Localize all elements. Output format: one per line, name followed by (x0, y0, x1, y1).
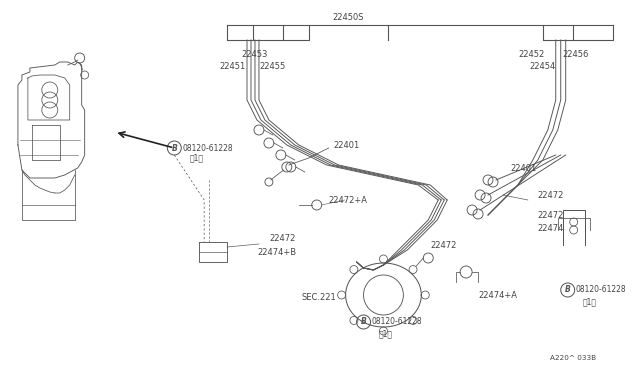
Text: SEC.221: SEC.221 (302, 294, 337, 302)
Text: 22474+A: 22474+A (478, 291, 517, 299)
Text: 08120-61228: 08120-61228 (575, 285, 627, 295)
Text: B: B (172, 144, 177, 153)
Text: 22472: 22472 (538, 190, 564, 199)
Text: 22474+B: 22474+B (257, 247, 296, 257)
Text: 22472+A: 22472+A (329, 196, 367, 205)
Text: 22456: 22456 (563, 49, 589, 58)
Text: 22451: 22451 (219, 61, 245, 71)
Text: 22454: 22454 (530, 61, 556, 71)
Text: 08120-61228: 08120-61228 (371, 317, 422, 327)
Text: B: B (360, 317, 367, 327)
Text: （1）: （1） (189, 154, 204, 163)
Text: 22453: 22453 (241, 49, 268, 58)
Text: （1）: （1） (582, 298, 596, 307)
Text: （1）: （1） (378, 330, 392, 339)
Text: 22472: 22472 (269, 234, 295, 243)
Text: B: B (564, 285, 571, 295)
Text: 22450S: 22450S (333, 13, 364, 22)
Text: 22474: 22474 (538, 224, 564, 232)
Text: 08120-61228: 08120-61228 (182, 144, 233, 153)
Text: 22401: 22401 (333, 141, 360, 150)
Text: A220^ 033B: A220^ 033B (550, 355, 596, 361)
Text: 22401: 22401 (510, 164, 536, 173)
Text: 22472: 22472 (538, 211, 564, 219)
Text: 22472: 22472 (430, 241, 456, 250)
Text: 22452: 22452 (518, 49, 544, 58)
Text: 22455: 22455 (259, 61, 285, 71)
